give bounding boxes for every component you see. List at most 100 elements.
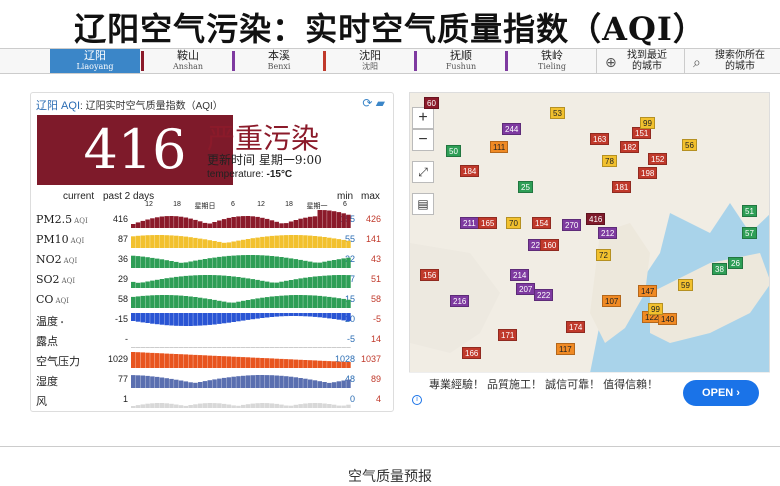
nav-city-shenyang[interactable]: 沈阳 沈阳	[327, 49, 413, 73]
map-station-marker[interactable]: 198	[638, 167, 658, 179]
ad-info-icon[interactable]: i	[412, 395, 422, 405]
map-station-marker[interactable]: 107	[602, 295, 622, 307]
history-bar	[331, 297, 337, 308]
map-layers-icon[interactable]: ▤	[412, 193, 434, 215]
history-bar	[197, 221, 203, 228]
card-city-label[interactable]: 辽阳 AQI	[36, 100, 81, 112]
map-station-marker[interactable]: 165	[478, 217, 498, 229]
map-station-marker[interactable]: 99	[648, 303, 663, 315]
history-bar	[217, 275, 222, 288]
min-value: 0	[349, 394, 355, 404]
map-station-marker[interactable]: 99	[640, 117, 655, 129]
nav-city-anshan[interactable]: 鞍山 Anshan	[145, 49, 231, 73]
map-station-marker[interactable]: 156	[420, 269, 440, 281]
map-station-marker[interactable]: 60	[424, 97, 439, 109]
map-station-marker[interactable]: 151	[632, 127, 652, 139]
history-bar	[341, 239, 346, 248]
nav-city-benxi[interactable]: 本溪 Benxi	[236, 49, 322, 73]
history-bar	[197, 382, 203, 388]
map-station-marker[interactable]: 26	[728, 257, 743, 269]
map-station-marker[interactable]: 56	[682, 139, 697, 151]
history-bar	[317, 236, 322, 248]
map-station-marker[interactable]: 154	[532, 217, 552, 229]
history-bar	[183, 381, 189, 388]
map-station-marker[interactable]: 214	[510, 269, 530, 281]
widget-icon[interactable]: ▰	[375, 96, 385, 110]
map-station-marker[interactable]: 147	[638, 285, 658, 297]
history-bar	[274, 358, 279, 368]
map-station-marker[interactable]: 117	[556, 343, 575, 355]
history-bar	[245, 375, 251, 388]
history-bar	[341, 313, 346, 321]
map-station-marker[interactable]: 50	[446, 145, 461, 157]
nav-city-fushun[interactable]: 抚顺 Fushun	[418, 49, 504, 73]
history-bar	[322, 210, 327, 228]
map-station-marker[interactable]: 416	[586, 213, 606, 225]
map-station-marker[interactable]: 38	[712, 263, 727, 275]
map-station-marker[interactable]: 244	[502, 123, 522, 135]
map-station-marker[interactable]: 78	[602, 155, 617, 167]
map-station-marker[interactable]: 166	[462, 347, 482, 359]
map-station-marker[interactable]: 211	[460, 217, 479, 229]
map-station-marker[interactable]: 212	[598, 227, 618, 239]
map-station-marker[interactable]: 152	[648, 153, 668, 165]
history-bar	[250, 403, 256, 408]
find-nearest-button[interactable]: ⊕ 找到最近 的城市	[596, 49, 684, 73]
map-station-marker[interactable]: 184	[460, 165, 480, 177]
zoom-in-button[interactable]: +	[412, 107, 434, 129]
history-row: SO2 AQI 29 7 51	[31, 269, 395, 289]
history-bar	[288, 235, 294, 248]
history-bar	[331, 313, 337, 319]
map-station-marker[interactable]: 57	[742, 227, 757, 239]
map-station-marker[interactable]: 174	[566, 321, 586, 333]
history-bar	[288, 405, 294, 408]
history-bar	[260, 297, 265, 308]
map-station-marker[interactable]: 270	[562, 219, 582, 231]
map-station-marker[interactable]: 70	[506, 217, 521, 229]
map-station-marker[interactable]: 171	[498, 329, 518, 341]
map-station-marker[interactable]: 216	[450, 295, 470, 307]
map-station-marker[interactable]: 72	[596, 249, 611, 261]
history-bar	[212, 275, 217, 288]
map-station-marker[interactable]: 182	[620, 141, 640, 153]
nav-city-tieling[interactable]: 铁岭 Tieling	[509, 49, 595, 73]
map-station-marker[interactable]: 53	[550, 107, 565, 119]
map-station-marker[interactable]: 140	[658, 313, 678, 325]
map-station-marker[interactable]: 207	[516, 283, 536, 295]
history-bar	[164, 313, 169, 326]
history-bar	[279, 235, 284, 248]
history-bar	[264, 347, 270, 348]
ad-open-button[interactable]: OPEN ›	[683, 380, 759, 406]
nav-city-liaoyang[interactable]: 辽阳 Liaoyang	[50, 49, 140, 73]
search-city-button[interactable]: ⌕ 搜索你所在 的城市	[684, 49, 780, 73]
history-bar	[150, 352, 155, 368]
map-station-marker[interactable]: 222	[534, 289, 554, 301]
history-bar	[131, 296, 136, 308]
history-bar	[341, 347, 346, 348]
history-bar	[250, 279, 256, 288]
map-station-marker[interactable]: 111	[490, 141, 509, 153]
map-station-marker[interactable]: 59	[678, 279, 693, 291]
map-station-marker[interactable]: 163	[590, 133, 610, 145]
history-bar	[154, 353, 160, 368]
history-bar	[140, 256, 146, 268]
history-bar	[317, 262, 322, 268]
updated-time: 更新时间 星期一9:00	[207, 153, 322, 167]
map-station-marker[interactable]: 51	[742, 205, 757, 217]
share-icon[interactable]: ⟳	[362, 96, 373, 110]
ad-banner[interactable]: i 專業經驗！ 品質施工！ 誠信可靠！ 值得信賴！ OPEN ›	[409, 372, 770, 412]
history-bar	[197, 313, 203, 326]
map-station-marker[interactable]: 160	[540, 239, 560, 251]
max-value: 426	[365, 214, 381, 224]
history-bar	[217, 300, 222, 308]
history-bar	[217, 241, 222, 248]
map-station-marker[interactable]: 181	[612, 181, 632, 193]
aqi-map[interactable]: + − ⤢ ▤ 60 244 53 111 50 163 151 99 78 182 152 56 18…	[409, 92, 770, 412]
zoom-out-button[interactable]: −	[412, 129, 434, 151]
history-bar	[346, 214, 351, 228]
history-row: 温度•-15-20-5	[31, 309, 395, 329]
history-bar	[279, 295, 284, 308]
map-station-marker[interactable]: 25	[518, 181, 533, 193]
fullscreen-icon[interactable]: ⤢	[412, 161, 434, 183]
history-bar	[154, 235, 160, 248]
